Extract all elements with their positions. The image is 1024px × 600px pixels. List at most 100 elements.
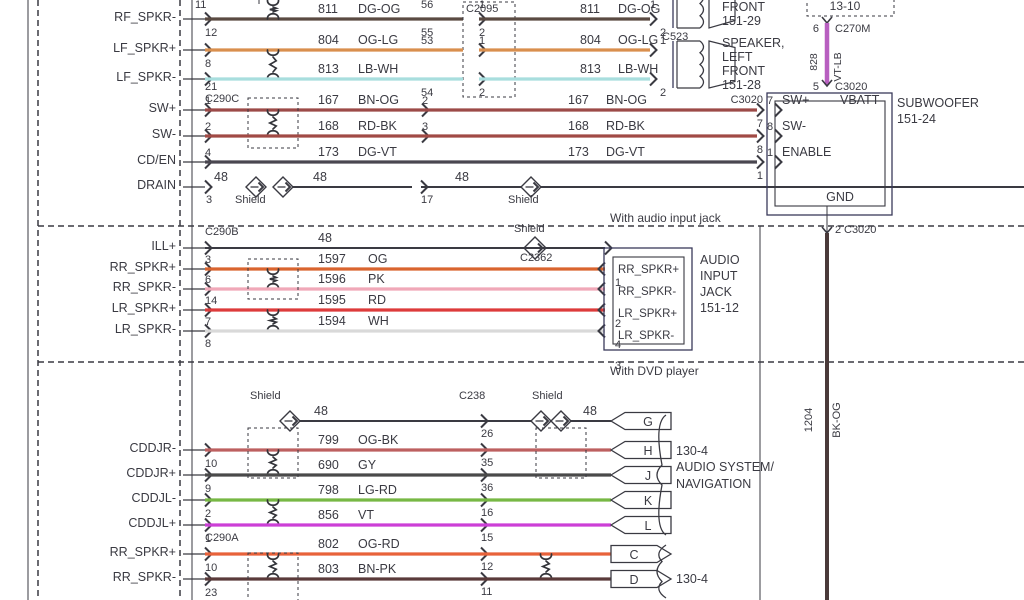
svg-text:G: G: [643, 415, 653, 429]
svg-text:12: 12: [481, 561, 493, 573]
svg-text:48: 48: [583, 404, 597, 418]
svg-text:C2362: C2362: [520, 252, 552, 264]
svg-text:804: 804: [318, 33, 339, 47]
svg-text:48: 48: [314, 404, 328, 418]
svg-text:RR_SPKR+: RR_SPKR+: [618, 264, 679, 276]
svg-text:14: 14: [205, 295, 217, 307]
svg-text:26: 26: [481, 428, 493, 440]
svg-text:168: 168: [568, 119, 589, 133]
svg-text:SUBWOOFER: SUBWOOFER: [897, 96, 979, 110]
svg-text:48: 48: [214, 170, 228, 184]
svg-text:Shield: Shield: [514, 223, 545, 235]
svg-text:VT-LB: VT-LB: [832, 52, 844, 81]
svg-text:GND: GND: [826, 190, 854, 204]
svg-text:Shield: Shield: [250, 390, 281, 402]
svg-text:C3020: C3020: [844, 224, 876, 236]
svg-text:DG-OG: DG-OG: [358, 2, 400, 16]
svg-text:48: 48: [313, 170, 327, 184]
svg-text:167: 167: [568, 93, 589, 107]
svg-text:811: 811: [580, 2, 600, 16]
svg-text:2: 2: [660, 87, 666, 99]
svg-text:811: 811: [318, 2, 338, 16]
svg-text:RD: RD: [368, 293, 386, 307]
svg-text:1: 1: [660, 35, 666, 47]
svg-text:17: 17: [421, 194, 433, 206]
svg-text:813: 813: [318, 62, 339, 76]
svg-text:Shield: Shield: [532, 390, 563, 402]
svg-text:D: D: [629, 573, 638, 587]
svg-text:8: 8: [205, 338, 211, 350]
svg-text:167: 167: [318, 93, 339, 107]
svg-text:BK-OG: BK-OG: [831, 402, 843, 437]
svg-text:7: 7: [205, 316, 211, 328]
svg-text:C270M: C270M: [835, 23, 870, 35]
svg-text:DG-VT: DG-VT: [606, 145, 645, 159]
svg-text:H: H: [643, 444, 652, 458]
svg-text:36: 36: [481, 482, 493, 494]
svg-text:1: 1: [479, 35, 485, 47]
svg-text:AUDIO: AUDIO: [700, 253, 740, 267]
svg-text:OG-LG: OG-LG: [358, 33, 398, 47]
svg-text:RR_SPKR-: RR_SPKR-: [618, 286, 676, 298]
svg-text:48: 48: [455, 170, 469, 184]
svg-text:799: 799: [318, 433, 339, 447]
svg-text:INPUT: INPUT: [700, 269, 738, 283]
svg-text:803: 803: [318, 562, 339, 576]
svg-text:48: 48: [318, 231, 332, 245]
svg-text:8: 8: [767, 121, 773, 133]
svg-text:11: 11: [481, 586, 492, 598]
svg-text:OG-BK: OG-BK: [358, 433, 399, 447]
svg-text:151-12: 151-12: [700, 301, 739, 315]
svg-text:804: 804: [580, 33, 601, 47]
svg-text:1597: 1597: [318, 252, 346, 266]
svg-text:LG-RD: LG-RD: [358, 483, 397, 497]
svg-text:828: 828: [808, 53, 820, 71]
svg-text:23: 23: [205, 587, 217, 599]
svg-text:OG: OG: [368, 252, 387, 266]
svg-text:C: C: [629, 548, 638, 562]
svg-text:BN-PK: BN-PK: [358, 562, 397, 576]
svg-text:LR_SPKR+: LR_SPKR+: [618, 308, 677, 320]
svg-text:8: 8: [757, 144, 763, 156]
svg-text:173: 173: [568, 145, 589, 159]
svg-text:C3020: C3020: [731, 94, 763, 106]
svg-text:5: 5: [813, 81, 819, 93]
svg-text:VBATT: VBATT: [840, 93, 880, 107]
svg-text:With DVD player: With DVD player: [610, 364, 699, 378]
svg-text:C3020: C3020: [835, 81, 867, 93]
svg-text:3: 3: [206, 194, 212, 206]
svg-text:8: 8: [205, 58, 211, 70]
svg-text:21: 21: [205, 81, 217, 93]
svg-text:690: 690: [318, 458, 339, 472]
svg-text:151-24: 151-24: [897, 112, 936, 126]
svg-text:4: 4: [205, 147, 211, 159]
svg-text:56: 56: [421, 0, 433, 11]
svg-text:856: 856: [318, 508, 339, 522]
svg-text:C2095: C2095: [466, 3, 498, 15]
svg-text:2: 2: [205, 121, 211, 133]
svg-text:1594: 1594: [318, 314, 346, 328]
svg-text:35: 35: [481, 457, 493, 469]
svg-text:15: 15: [481, 532, 493, 544]
svg-text:BN-OG: BN-OG: [358, 93, 399, 107]
svg-text:RD-BK: RD-BK: [606, 119, 646, 133]
svg-text:7: 7: [757, 118, 763, 130]
svg-text:DG-VT: DG-VT: [358, 145, 397, 159]
svg-text:Shield: Shield: [235, 194, 266, 206]
svg-text:16: 16: [481, 507, 493, 519]
svg-text:168: 168: [318, 119, 339, 133]
svg-text:LB-WH: LB-WH: [358, 62, 398, 76]
svg-text:12: 12: [205, 27, 217, 39]
svg-text:DG-OG: DG-OG: [618, 2, 660, 16]
svg-text:6: 6: [205, 274, 211, 286]
svg-text:With audio input jack: With audio input jack: [610, 211, 722, 225]
svg-text:802: 802: [318, 537, 339, 551]
svg-text:PK: PK: [368, 272, 385, 286]
svg-text:C238: C238: [459, 390, 485, 402]
svg-text:2: 2: [479, 87, 485, 99]
svg-text:3: 3: [205, 254, 211, 266]
svg-text:RD-BK: RD-BK: [358, 119, 398, 133]
svg-text:Shield: Shield: [508, 194, 539, 206]
svg-text:798: 798: [318, 483, 339, 497]
svg-text:WH: WH: [368, 314, 389, 328]
